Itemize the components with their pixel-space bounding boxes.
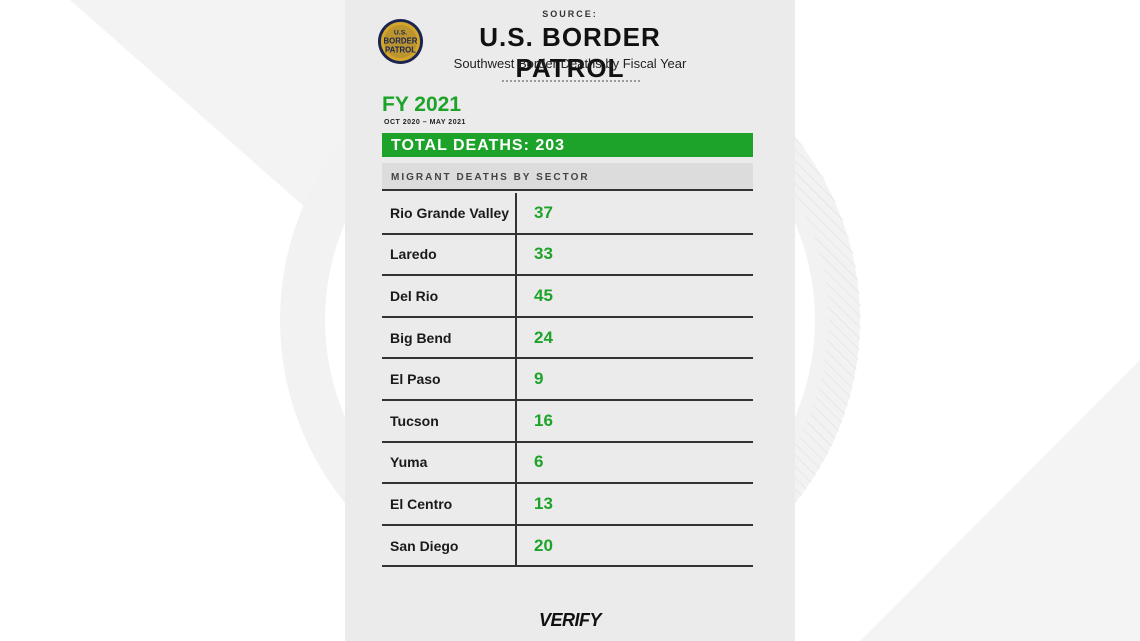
logo-line-1: U.S. <box>394 30 407 37</box>
agency-subtitle: Southwest Border Deaths by Fiscal Year <box>453 56 687 71</box>
table-row: Del Rio 45 <box>382 276 753 318</box>
verify-logo: VERIFY <box>538 610 602 630</box>
logo-line-2: BORDER <box>384 36 418 45</box>
table-row: Yuma 6 <box>382 442 753 485</box>
agency-title: U.S. BORDER PATROL <box>479 22 661 83</box>
table-row: El Paso 9 <box>382 359 753 401</box>
logo-line-3: PATROL <box>385 45 416 54</box>
sector-deaths-value: 37 <box>534 202 553 222</box>
sector-name: San Diego <box>382 525 517 566</box>
table-row: Big Bend 24 <box>382 317 753 360</box>
sector-name: Big Bend <box>382 317 517 358</box>
table-row: Rio Grande Valley 37 <box>382 193 753 235</box>
sector-name: Yuma <box>382 442 517 483</box>
table-row: San Diego 20 <box>382 525 753 568</box>
table-header: MIGRANT DEATHS BY SECTOR <box>382 163 753 191</box>
sector-deaths-value: 16 <box>534 410 553 430</box>
sector-table: Rio Grande Valley 37 Laredo 33 Del Rio 45 Big … <box>382 193 753 568</box>
sector-deaths-value: 24 <box>534 327 553 347</box>
sector-name: Rio Grande Valley <box>382 193 517 233</box>
fiscal-year-title: FY 2021 <box>382 93 462 116</box>
total-deaths-banner: TOTAL DEATHS: 203 <box>382 133 753 157</box>
fiscal-year-range: OCT 2020 – MAY 2021 <box>384 119 466 126</box>
sector-name: El Paso <box>382 359 517 399</box>
sector-name: Laredo <box>382 234 517 275</box>
sector-deaths-value: 9 <box>534 369 544 389</box>
sector-deaths-value: 20 <box>534 535 553 555</box>
sector-deaths-value: 6 <box>534 452 544 472</box>
sector-deaths-value: 13 <box>534 493 553 513</box>
table-row: Tucson 16 <box>382 400 753 443</box>
sector-name: El Centro <box>382 484 517 524</box>
sector-deaths-value: 45 <box>534 285 553 305</box>
dotted-divider <box>502 80 640 82</box>
table-row: El Centro 13 <box>382 484 753 526</box>
table-row: Laredo 33 <box>382 234 753 277</box>
sector-name: Tucson <box>382 400 517 441</box>
sector-name: Del Rio <box>382 276 517 316</box>
border-patrol-badge-icon: U.S. BORDER PATROL <box>377 18 424 65</box>
infographic-card: SOURCE: U.S. BORDER PATROL U.S. BORDER P… <box>345 0 795 641</box>
source-label: SOURCE: <box>542 9 598 19</box>
sector-deaths-value: 33 <box>534 244 553 264</box>
